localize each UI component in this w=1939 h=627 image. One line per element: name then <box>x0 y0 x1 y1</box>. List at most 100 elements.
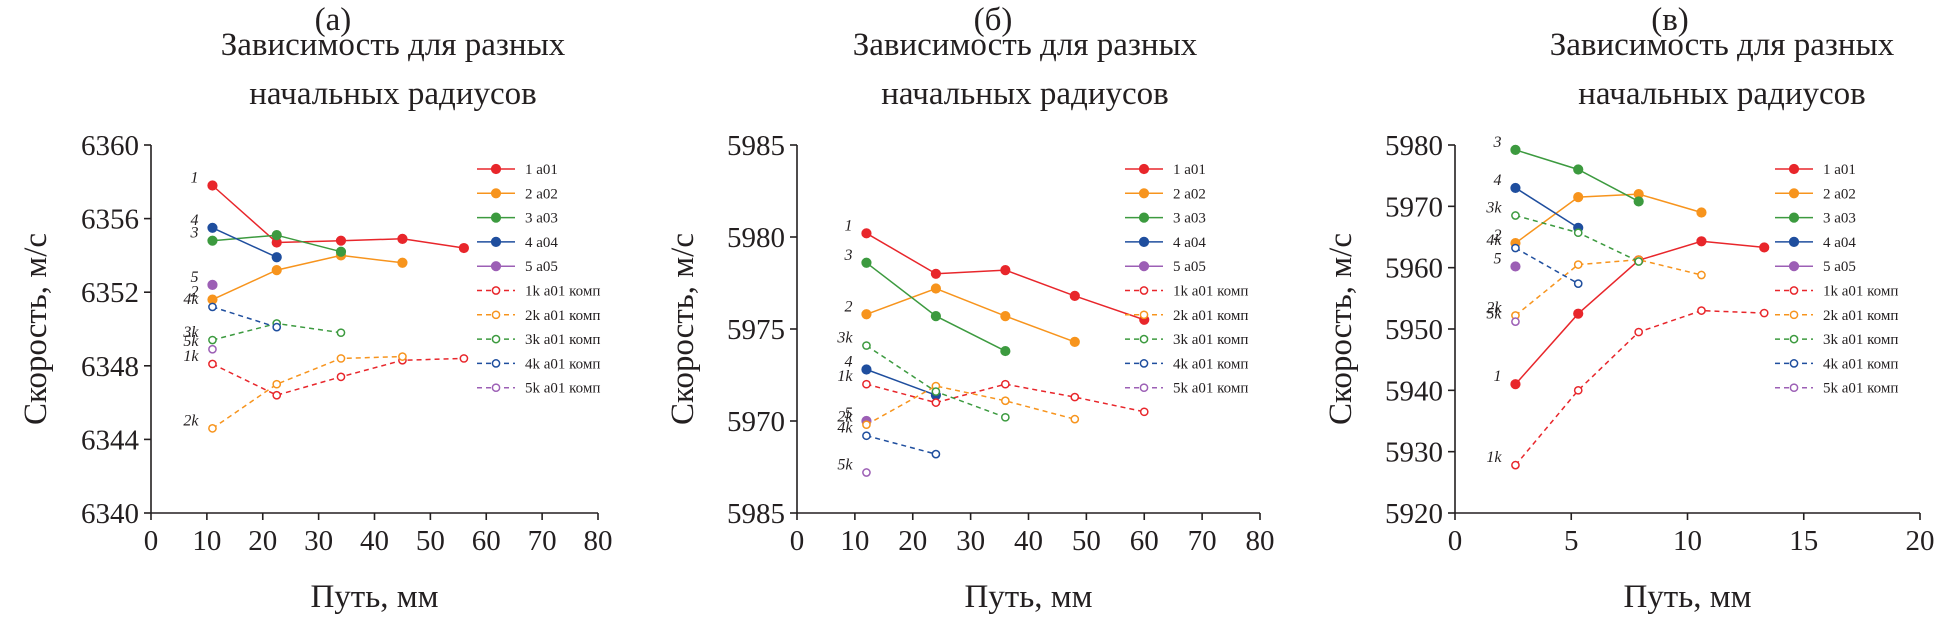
panel-label: (б) <box>974 2 1013 38</box>
x-tick-label: 70 <box>1188 525 1217 557</box>
legend-entry: 1k a01 комп <box>1125 284 1248 300</box>
legend-entry: 1k a01 комп <box>1775 284 1898 300</box>
legend-swatch-marker <box>1139 359 1149 368</box>
legend-swatch-marker <box>1139 334 1149 344</box>
x-tick-label: 70 <box>528 525 557 557</box>
data-point <box>271 265 282 276</box>
data-point <box>930 311 942 322</box>
y-axis-title: Скорость, м/с <box>1323 233 1359 425</box>
series-1: 1 <box>190 169 469 254</box>
series-line <box>212 254 403 301</box>
legend-label: 4k a01 комп <box>1173 356 1248 372</box>
legend-label: 2k a01 комп <box>1823 308 1898 324</box>
legend-entry: 4k a01 комп <box>477 356 600 372</box>
y-tick-label: 6348 <box>81 351 139 383</box>
data-point <box>1573 260 1583 269</box>
data-point <box>1696 236 1707 247</box>
legend-swatch-marker <box>491 359 501 368</box>
series-inline-label: 2 <box>844 298 852 315</box>
series-line <box>866 434 937 455</box>
series-4: 4 <box>1493 172 1584 233</box>
series-inline-label: 1k <box>1486 449 1502 466</box>
series-4k: 4k <box>183 291 282 332</box>
legend-label: 1k a01 комп <box>1823 284 1898 300</box>
legend-swatch-marker <box>1789 310 1799 320</box>
data-point <box>861 309 872 320</box>
data-point <box>861 364 872 375</box>
legend-entry: 1 a01 <box>1775 162 1856 178</box>
legend-entry: 1 a01 <box>1125 162 1206 178</box>
x-tick-label: 50 <box>416 525 445 557</box>
x-axis-title: Путь, мм <box>1623 579 1751 615</box>
series-3k: 3k <box>1485 200 1644 266</box>
series-2: 2 <box>1493 188 1707 249</box>
data-point <box>930 283 942 294</box>
chart-title-line: начальных радиусов <box>1578 76 1865 112</box>
series-inline-label: 2k <box>183 412 199 429</box>
series-inline-label: 4k <box>183 291 199 308</box>
y-tick-label: 6352 <box>81 277 139 309</box>
legend-label: 5k a01 комп <box>1823 381 1898 397</box>
series-inline-label: 5k <box>183 333 199 350</box>
series-4k: 4k <box>837 420 941 459</box>
legend-swatch-marker <box>491 286 501 295</box>
series-5k: 5k <box>837 457 871 477</box>
series-inline-label: 2k <box>837 409 853 426</box>
legend-label: 4k a01 комп <box>525 356 600 372</box>
y-tick-label: 5970 <box>727 406 785 438</box>
legend-swatch-marker <box>491 383 501 393</box>
legend-label: 2 a02 <box>1823 186 1856 202</box>
x-tick-label: 60 <box>472 525 501 557</box>
x-tick-label: 30 <box>956 525 985 557</box>
data-point <box>1573 385 1583 395</box>
series-inline-label: 3k <box>1485 200 1502 217</box>
chart-title-line: начальных радиусов <box>249 76 536 112</box>
series-1k: 1k <box>1486 306 1769 470</box>
legend-entry: 5k a01 комп <box>1775 381 1898 397</box>
legend-label: 2 a02 <box>1173 186 1206 202</box>
data-point <box>207 222 218 233</box>
legend-entry: 5 a05 <box>1775 259 1856 275</box>
data-point <box>1001 379 1010 389</box>
legend-swatch-marker <box>1788 163 1800 175</box>
legend-entry: 4k a01 комп <box>1775 356 1898 372</box>
series-inline-label: 1 <box>190 169 198 186</box>
data-point <box>272 390 282 400</box>
data-point <box>459 354 469 363</box>
legend-entry: 5k a01 комп <box>1125 381 1248 397</box>
legend-entry: 4k a01 комп <box>1125 356 1248 372</box>
legend-label: 2k a01 комп <box>525 308 600 324</box>
chart-title-line: Зависимость для разных <box>1550 27 1895 63</box>
legend-swatch-marker <box>1788 261 1800 272</box>
legend-entry: 3 a03 <box>1775 211 1856 227</box>
series-line <box>866 287 1076 343</box>
data-point <box>1001 396 1010 406</box>
legend-label: 3 a03 <box>525 211 558 227</box>
data-point <box>1001 412 1010 422</box>
legend-label: 3k a01 комп <box>525 332 600 348</box>
y-tick-label: 6360 <box>81 130 139 162</box>
legend-swatch-marker <box>490 188 502 199</box>
x-tick-label: 20 <box>898 525 927 557</box>
legend-entry: 3k a01 комп <box>1125 332 1248 348</box>
data-point <box>1511 460 1520 470</box>
legend-label: 4 a04 <box>525 235 558 251</box>
x-tick-label: 40 <box>360 525 389 557</box>
x-tick-label: 60 <box>1130 525 1159 557</box>
legend-entry: 4 a04 <box>1125 235 1206 251</box>
data-point <box>272 322 282 332</box>
data-point <box>208 335 217 345</box>
legend-swatch-marker <box>490 212 502 223</box>
data-point <box>207 279 218 290</box>
series-2k: 2k <box>837 381 1080 430</box>
series-1: 1 <box>844 217 1150 325</box>
data-point <box>862 420 871 430</box>
x-tick-label: 30 <box>304 525 333 557</box>
data-point <box>1573 192 1584 203</box>
chart-title-line: начальных радиусов <box>881 76 1168 112</box>
series-inline-label: 3k <box>836 330 853 347</box>
legend-entry: 5 a05 <box>477 259 558 275</box>
series-inline-label: 3 <box>843 247 852 264</box>
legend-entry: 1 a01 <box>477 162 558 178</box>
data-point <box>1069 290 1080 301</box>
